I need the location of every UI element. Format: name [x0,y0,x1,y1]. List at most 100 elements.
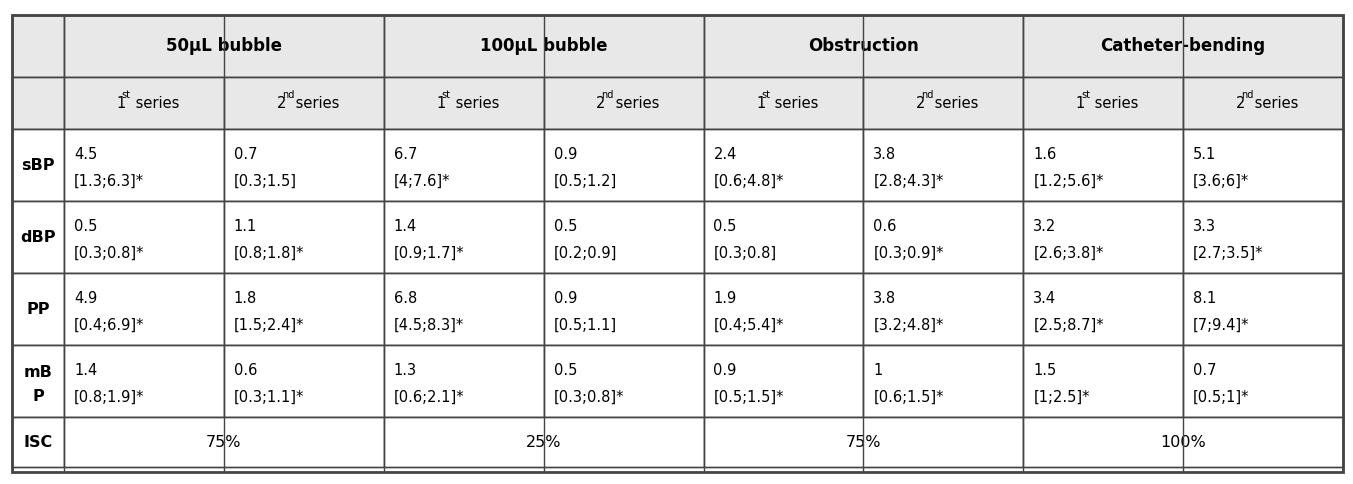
Bar [863,129,1023,201]
Bar [1183,273,1344,345]
Text: 1: 1 [1076,95,1085,110]
Text: ISC: ISC [23,435,53,450]
Text: [2.7;3.5]*: [2.7;3.5]* [1193,245,1264,260]
Text: dBP: dBP [20,229,55,244]
Text: st: st [1081,90,1091,100]
Text: 1.9: 1.9 [713,291,737,306]
Bar [384,345,544,417]
Text: [3.6;6]*: [3.6;6]* [1193,173,1249,188]
Text: 75%: 75% [206,435,242,450]
Text: 3.4: 3.4 [1034,291,1057,306]
Text: 2.4: 2.4 [713,147,737,162]
Text: [2.8;4.3]*: [2.8;4.3]* [874,173,944,188]
Text: 6.7: 6.7 [394,147,417,162]
Text: 3.8: 3.8 [874,147,897,162]
Bar [863,345,1023,417]
Text: 1.4: 1.4 [394,219,417,234]
Text: 1: 1 [756,95,766,110]
Text: [0.5;1.2]: [0.5;1.2] [553,173,617,188]
Bar [64,273,223,345]
Text: 0.9: 0.9 [553,291,576,306]
Text: P: P [32,389,43,404]
Text: 0.7: 0.7 [1193,363,1216,378]
Bar [544,129,704,201]
Text: series: series [610,95,659,110]
Bar [863,201,1023,273]
Text: 0.5: 0.5 [553,219,576,234]
Bar [384,417,704,467]
Text: 5.1: 5.1 [1193,147,1216,162]
Bar [12,77,64,129]
Bar [1183,77,1344,129]
Text: 2: 2 [276,95,285,110]
Text: [0.8;1.9]*: [0.8;1.9]* [74,389,145,404]
Bar [64,201,223,273]
Text: 0.6: 0.6 [874,219,897,234]
Text: [0.3;0.8]: [0.3;0.8] [713,245,777,260]
Text: [0.8;1.8]*: [0.8;1.8]* [234,245,304,260]
Text: 0.9: 0.9 [713,363,737,378]
Bar [1183,129,1344,201]
Bar [544,345,704,417]
Text: 0.7: 0.7 [234,147,257,162]
Text: [3.2;4.8]*: [3.2;4.8]* [874,318,944,333]
Text: 4.5: 4.5 [74,147,97,162]
Bar [1023,201,1183,273]
Text: [2.5;8.7]*: [2.5;8.7]* [1034,318,1104,333]
Text: 0.6: 0.6 [234,363,257,378]
Bar [64,15,384,77]
Text: [0.4;5.4]*: [0.4;5.4]* [713,318,783,333]
Text: 50μL bubble: 50μL bubble [166,37,281,55]
Bar [64,345,223,417]
Text: 2: 2 [597,95,606,110]
Text: [0.3;1.1]*: [0.3;1.1]* [234,389,304,404]
Bar [1023,15,1344,77]
Bar [223,273,384,345]
Bar [704,345,863,417]
Text: series: series [291,95,340,110]
Text: nd: nd [921,90,934,100]
Text: 1: 1 [874,363,882,378]
Text: 1: 1 [436,95,445,110]
Bar [12,129,64,201]
Bar [384,201,544,273]
Text: 0.9: 0.9 [553,147,576,162]
Text: 1.3: 1.3 [394,363,417,378]
Text: [0.6;4.8]*: [0.6;4.8]* [713,173,783,188]
Text: sBP: sBP [22,157,54,172]
Text: series: series [451,95,499,110]
Bar [863,273,1023,345]
Text: 6.8: 6.8 [394,291,417,306]
Text: st: st [122,90,131,100]
Text: series: series [931,95,978,110]
Text: 0.5: 0.5 [553,363,576,378]
Text: [0.5;1.1]: [0.5;1.1] [553,318,617,333]
Text: [7;9.4]*: [7;9.4]* [1193,318,1250,333]
Bar [1023,129,1183,201]
Bar [704,273,863,345]
Bar [64,77,223,129]
Bar [384,77,544,129]
Bar [544,273,704,345]
Bar [704,201,863,273]
Text: 0.5: 0.5 [74,219,97,234]
Text: series: series [131,95,180,110]
Bar [1183,201,1344,273]
Bar [704,77,863,129]
Bar [223,129,384,201]
Bar [64,417,384,467]
Text: series: series [1091,95,1139,110]
Text: mB: mB [23,365,53,380]
Text: [0.5;1]*: [0.5;1]* [1193,389,1250,404]
Text: Obstruction: Obstruction [808,37,919,55]
Text: [0.3;0.8]*: [0.3;0.8]* [74,245,145,260]
Text: [0.3;0.9]*: [0.3;0.9]* [874,245,944,260]
Bar [704,417,1023,467]
Bar [64,129,223,201]
Text: 3.3: 3.3 [1193,219,1216,234]
Text: [4;7.6]*: [4;7.6]* [394,173,451,188]
Bar [12,201,64,273]
Text: 100%: 100% [1161,435,1206,450]
Bar [1183,345,1344,417]
Text: Catheter-bending: Catheter-bending [1100,37,1265,55]
